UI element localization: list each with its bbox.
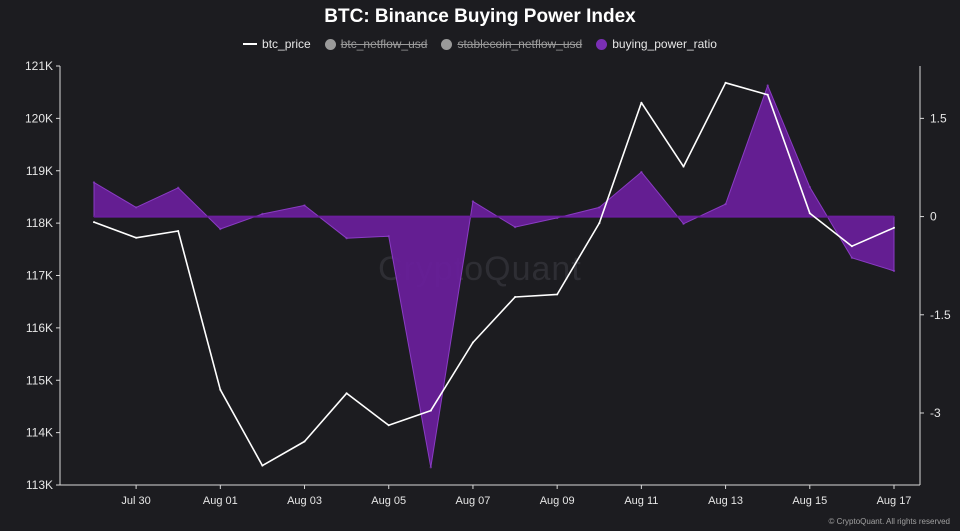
- x-axis-tick-label: Aug 15: [792, 495, 827, 507]
- ratio-point: [219, 227, 222, 231]
- btc-price-point: [640, 101, 643, 104]
- x-axis-tick-label: Jul 30: [121, 495, 150, 507]
- ratio-point: [134, 206, 138, 209]
- ratio-point: [92, 181, 96, 184]
- btc-price-point: [766, 93, 769, 96]
- legend-item-stablecoin-netflow-usd[interactable]: stablecoin_netflow_usd: [441, 37, 582, 51]
- legend: btc_price btc_netflow_usd stablecoin_net…: [0, 37, 960, 51]
- btc-price-point: [893, 226, 895, 229]
- ratio-point: [429, 466, 432, 469]
- copyright-text: © CryptoQuant. All rights reserved: [828, 517, 951, 526]
- left-axis-tick-label: 120K: [25, 111, 53, 125]
- legend-label: btc_netflow_usd: [340, 37, 428, 51]
- dot-swatch-icon: [441, 38, 453, 50]
- ratio-point: [303, 204, 306, 207]
- ratio-area-layer: [92, 84, 896, 469]
- ratio-point: [892, 269, 896, 273]
- left-axis-tick-label: 118K: [26, 216, 53, 230]
- left-axis-tick-label: 116K: [26, 321, 53, 335]
- btc-price-point: [808, 212, 811, 215]
- btc-price-point: [429, 409, 432, 412]
- btc-price-line: [93, 82, 895, 467]
- line-swatch-icon: [243, 43, 258, 45]
- x-axis-tick-label: Aug 13: [708, 495, 743, 507]
- btc-price-point: [219, 388, 222, 391]
- x-axis-tick-label: Aug 01: [203, 495, 238, 507]
- btc-price-point: [471, 341, 474, 344]
- ratio-point: [513, 225, 517, 229]
- ratio-point: [345, 237, 348, 240]
- btc-price-point: [682, 165, 685, 168]
- legend-item-btc-netflow-usd[interactable]: btc_netflow_usd: [324, 37, 428, 51]
- x-axis-tick-label: Aug 05: [371, 495, 406, 507]
- btc-price-point: [93, 221, 95, 224]
- left-axis-tick-label: 121K: [25, 59, 53, 73]
- btc-price-point: [598, 222, 601, 225]
- x-axis-tick-label: Aug 07: [456, 495, 491, 507]
- x-axis-tick-label: Aug 11: [624, 495, 658, 507]
- btc-price-point: [556, 293, 559, 296]
- left-axis-tick-label: 119K: [26, 164, 53, 178]
- legend-item-buying-power-ratio[interactable]: buying_power_ratio: [596, 37, 717, 51]
- btc-price-point: [850, 245, 853, 248]
- left-axis-tick-label: 113K: [26, 478, 53, 492]
- ratio-point: [682, 222, 685, 225]
- ratio-point: [766, 84, 769, 87]
- btc-price-point: [135, 236, 138, 239]
- legend-label: btc_price: [262, 37, 311, 51]
- x-axis-tick-label: Aug 09: [540, 495, 575, 507]
- x-axis-tick-label: Aug 03: [287, 495, 322, 507]
- ratio-point: [640, 170, 643, 174]
- btc-price-point: [387, 424, 390, 427]
- dot-swatch-icon: [596, 38, 608, 50]
- left-axis-tick-label: 115K: [26, 373, 53, 387]
- btc-price-point: [303, 440, 306, 443]
- left-axis-tick-label: 114K: [26, 426, 53, 440]
- price-line-layer: [93, 81, 895, 467]
- legend-label: stablecoin_netflow_usd: [457, 37, 583, 51]
- ratio-point: [724, 202, 727, 206]
- btc-price-point: [261, 464, 264, 467]
- chart-title: BTC: Binance Buying Power Index: [324, 6, 636, 27]
- ratio-point: [177, 186, 180, 189]
- ratio-point: [598, 206, 601, 209]
- ratio-area: [93, 84, 895, 468]
- x-axis-tick-label: Aug 17: [877, 495, 912, 507]
- ratio-point: [471, 200, 475, 203]
- btc-price-point: [345, 392, 348, 395]
- btc-price-point: [724, 81, 727, 84]
- right-axis-tick-label: -1.5: [930, 308, 951, 322]
- btc-price-point: [514, 296, 517, 298]
- btc-price-point: [177, 230, 180, 232]
- ratio-point: [850, 256, 854, 259]
- ratio-point: [387, 235, 390, 238]
- right-axis-tick-label: -3: [930, 406, 941, 420]
- legend-label: buying_power_ratio: [612, 37, 717, 51]
- ratio-point: [261, 212, 264, 216]
- right-axis-tick-label: 1.5: [930, 111, 947, 125]
- right-axis-tick-label: 0: [930, 210, 937, 224]
- left-axis-tick-label: 117K: [26, 269, 53, 283]
- ratio-point: [808, 185, 811, 189]
- legend-item-btc-price[interactable]: btc_price: [243, 37, 311, 51]
- dot-swatch-icon: [324, 38, 336, 50]
- axes-layer: 113K 114K 115K 116K 117K 118K 119K 120K 121K 1.5 0…: [25, 59, 951, 507]
